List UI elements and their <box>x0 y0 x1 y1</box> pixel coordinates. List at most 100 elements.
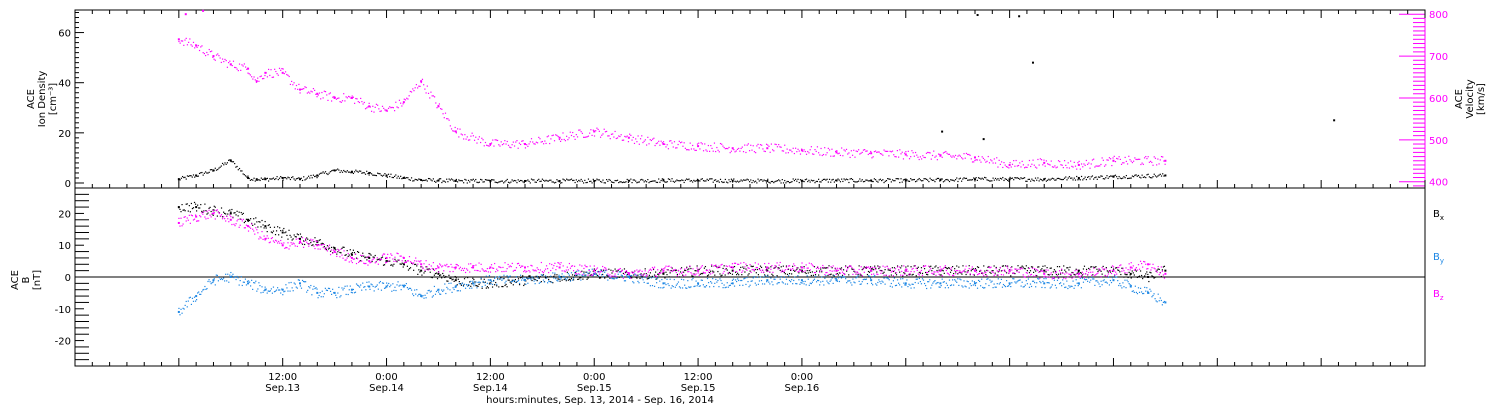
data-dot-By <box>807 278 809 280</box>
data-dot-By <box>968 287 970 289</box>
data-point-Bx <box>731 269 734 272</box>
data-dot-Bz <box>981 271 983 274</box>
data-dot-By <box>720 279 722 282</box>
data-dot-Bx <box>1124 273 1126 275</box>
data-dot-Bz <box>934 271 936 273</box>
data-dot-By <box>947 287 950 289</box>
data-dot-Bx <box>213 205 215 207</box>
data-dot-Bx <box>975 269 978 271</box>
data-dot-By <box>372 285 374 288</box>
data-dot-Bx <box>682 274 684 276</box>
data-dot-By <box>840 277 843 279</box>
data-dot-Bx <box>252 224 254 226</box>
data-dot-Bx <box>887 269 889 271</box>
data-dot-Bx <box>581 270 583 272</box>
data-dot-By <box>1063 283 1065 285</box>
data-dot-velocity <box>1059 160 1061 163</box>
data-dot-velocity <box>213 58 215 60</box>
data-point-density <box>1008 178 1011 181</box>
data-dot-density <box>799 179 802 181</box>
data-dot-Bz <box>793 263 795 265</box>
data-dot-Bz <box>970 268 972 270</box>
data-dot-Bz <box>661 268 663 270</box>
data-dot-density <box>836 180 838 182</box>
data-dot-density <box>898 178 900 180</box>
data-dot-By <box>837 277 839 279</box>
data-dot-Bz <box>487 271 490 273</box>
data-dot-Bz <box>345 259 347 261</box>
data-dot-By <box>786 283 789 285</box>
data-point-Bx <box>281 231 284 234</box>
data-dot-Bx <box>899 271 901 273</box>
data-dot-Bx <box>1081 274 1084 276</box>
data-dot-velocity <box>728 146 730 149</box>
data-dot-velocity <box>581 132 583 134</box>
data-dot-By <box>369 288 371 290</box>
data-dot-Bz <box>885 274 887 276</box>
data-dot-By <box>334 292 336 294</box>
data-dot-velocity <box>643 140 645 142</box>
data-dot-velocity <box>883 149 885 151</box>
data-dot-Bx <box>888 269 890 271</box>
data-dot-velocity <box>207 54 209 56</box>
data-point-Bz <box>385 256 388 259</box>
data-dot-density <box>649 180 651 183</box>
data-dot-Bx <box>463 278 466 280</box>
data-dot-By <box>903 282 905 284</box>
data-dot-density <box>715 179 717 181</box>
data-dot-Bx <box>1024 268 1026 270</box>
x-tick-date-label: Sep.14 <box>473 383 508 394</box>
data-dot-Bx <box>348 254 350 256</box>
data-dot-velocity <box>329 92 331 94</box>
data-dot-By <box>1119 282 1121 285</box>
data-dot-Bx <box>668 276 670 278</box>
data-dot-density <box>183 176 185 179</box>
data-dot-velocity <box>347 95 350 98</box>
data-dot-velocity <box>312 88 315 90</box>
data-dot-Bx <box>713 271 715 273</box>
data-dot-By <box>528 277 530 279</box>
data-dot-density <box>718 181 720 183</box>
data-dot-density <box>907 180 909 182</box>
data-dot-velocity <box>495 139 497 141</box>
data-dot-By <box>413 294 415 297</box>
data-dot-velocity <box>536 142 539 144</box>
data-dot-Bz <box>655 275 657 277</box>
data-dot-By <box>815 281 818 283</box>
data-dot-Bz <box>636 269 638 271</box>
data-dot-By <box>1007 285 1009 287</box>
data-dot-velocity <box>1020 166 1022 168</box>
data-dot-By <box>347 293 349 296</box>
data-dot-Bx <box>1079 271 1081 274</box>
data-dot-Bz <box>477 269 479 272</box>
data-dot-By <box>871 282 873 284</box>
data-dot-density <box>1051 177 1054 179</box>
data-dot-Bz <box>366 256 368 259</box>
data-dot-density <box>1106 175 1108 177</box>
data-dot-Bx <box>647 277 649 280</box>
data-dot-velocity <box>661 142 663 144</box>
data-dot-By <box>559 278 561 280</box>
data-dot-Bx <box>499 278 501 280</box>
data-dot-By <box>1146 287 1148 289</box>
data-dot-Bz <box>232 217 234 219</box>
data-dot-Bz <box>792 267 794 270</box>
data-dot-Bx <box>1128 271 1130 274</box>
data-dot-velocity <box>1062 167 1064 169</box>
data-dot-density <box>918 177 920 180</box>
data-dot-Bx <box>296 233 298 235</box>
data-point-Bz <box>1043 272 1046 275</box>
data-dot-density <box>366 170 368 172</box>
data-dot-velocity <box>832 155 834 157</box>
data-dot-Bx <box>387 260 389 262</box>
data-dot-Bx <box>919 272 922 274</box>
data-dot-By <box>511 280 513 283</box>
data-dot-velocity <box>844 150 846 152</box>
data-dot-velocity <box>1102 159 1104 161</box>
data-dot-By <box>949 284 952 287</box>
data-dot-density <box>441 181 443 184</box>
data-dot-Bz <box>829 270 831 272</box>
data-dot-By <box>310 284 312 287</box>
data-dot-By <box>504 282 506 284</box>
data-dot-By <box>729 284 731 286</box>
